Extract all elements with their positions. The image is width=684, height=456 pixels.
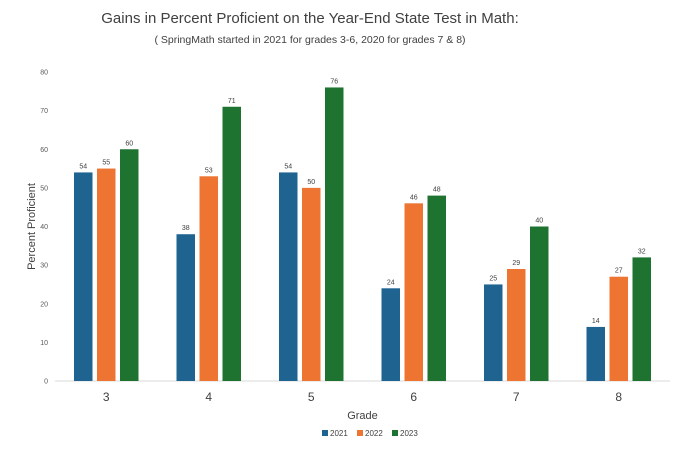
data-label: 38 [182, 225, 190, 232]
x-axis-label: Grade [347, 410, 378, 422]
data-label: 54 [284, 163, 292, 170]
bar-2021-grade-5 [279, 172, 298, 381]
bar-2023-grade-6 [427, 195, 446, 381]
x-tick-label: 5 [308, 390, 315, 404]
legend-label-2022: 2022 [365, 429, 383, 438]
legend-swatch-2022 [357, 430, 363, 436]
bar-2022-grade-3 [97, 168, 116, 381]
legend-label-2023: 2023 [400, 429, 418, 438]
bar-2021-grade-6 [381, 288, 400, 381]
data-label: 53 [205, 167, 213, 174]
x-tick-label: 6 [410, 390, 417, 404]
chart-subtitle: ( SpringMath started in 2021 for grades … [154, 34, 466, 46]
bar-2023-grade-7 [530, 226, 549, 381]
bar-2023-grade-8 [632, 257, 651, 381]
y-axis-label: Percent Proficient [26, 183, 38, 270]
data-label: 29 [512, 260, 520, 267]
legend-label-2021: 2021 [330, 429, 348, 438]
data-label: 55 [102, 160, 110, 167]
chart-title: Gains in Percent Proficient on the Year-… [101, 10, 519, 27]
data-label: 71 [228, 98, 236, 105]
bar-2022-grade-8 [609, 276, 628, 381]
data-label: 76 [330, 78, 338, 85]
bar-2021-grade-7 [484, 284, 503, 381]
data-label: 48 [433, 187, 441, 194]
y-tick-label: 10 [40, 340, 48, 347]
bar-2022-grade-7 [507, 268, 526, 381]
data-label: 50 [307, 179, 315, 186]
y-tick-label: 60 [40, 147, 48, 154]
bar-2021-grade-4 [176, 234, 195, 381]
data-label: 25 [489, 275, 497, 282]
y-tick-label: 40 [40, 224, 48, 231]
legend-swatch-2021 [322, 430, 328, 436]
data-label: 14 [592, 318, 600, 325]
bar-2023-grade-3 [120, 149, 139, 381]
data-label: 60 [125, 140, 133, 147]
x-tick-label: 8 [615, 390, 622, 404]
data-label: 54 [79, 163, 87, 170]
bar-2023-grade-5 [325, 87, 344, 381]
bar-2022-grade-4 [199, 176, 218, 381]
y-tick-label: 80 [40, 70, 48, 77]
bar-2022-grade-5 [302, 187, 321, 381]
x-tick-label: 7 [513, 390, 520, 404]
legend-swatch-2023 [392, 430, 398, 436]
x-tick-label: 3 [103, 390, 110, 404]
bar-2023-grade-4 [222, 106, 241, 381]
y-tick-label: 20 [40, 301, 48, 308]
y-tick-label: 70 [40, 108, 48, 115]
bar-2022-grade-6 [404, 203, 423, 381]
bar-2021-grade-3 [74, 172, 93, 381]
data-label: 27 [615, 268, 623, 275]
y-tick-label: 50 [40, 185, 48, 192]
y-tick-label: 30 [40, 263, 48, 270]
bar-2021-grade-8 [586, 326, 605, 381]
x-tick-label: 4 [205, 390, 212, 404]
data-label: 24 [387, 279, 395, 286]
data-label: 46 [410, 194, 418, 201]
data-label: 32 [638, 248, 646, 255]
y-tick-label: 0 [44, 379, 48, 386]
data-label: 40 [535, 218, 543, 225]
